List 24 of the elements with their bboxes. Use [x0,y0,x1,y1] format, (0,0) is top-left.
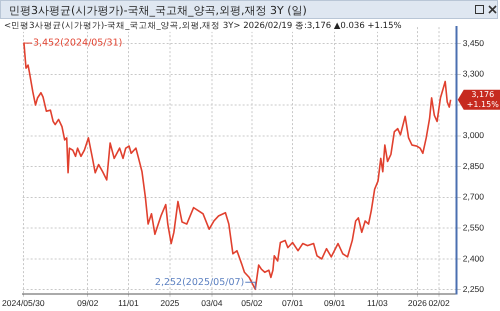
annotation: 3,176 +1.15% [466,90,500,109]
chart-subtitle: <민평3사평균(시가평가)-국채_국고채_양곡,외평,재정 3Y> 2026/02/19 종:3,176 ▲0.036 +1.15% [4,20,402,32]
x-tick-label: 2026 [408,298,428,308]
x-tick-label: 07/01 [282,298,304,308]
y-tick-label: 3,300 [462,68,484,79]
annotation: 3,452(2024/05/31) [32,38,122,49]
x-tick-label: 11/01 [118,298,140,308]
x-tick-label: 2025 [160,298,180,308]
chart-title: 민평3사평균(시가평가)-국채_국고채_양곡,외평,재정 3Y (일) [0,0,498,19]
y-tick-label: 2,700 [462,192,484,202]
x-tick-label: 2024/05/30 [2,298,45,308]
x-tick-label: 09/01 [324,298,346,308]
x-tick-label: 03/04 [201,298,223,308]
annotation: 2,252(2025/05/07) [154,276,244,288]
y-tick-label: 2,250 [462,284,484,294]
y-tick-label: 3,450 [462,38,484,48]
x-tick-label: 02/02 [428,298,450,308]
y-tick-label: 2,550 [462,222,484,232]
x-tick-label: 05/02 [241,298,263,308]
y-tick-label: 2,400 [462,253,484,264]
x-tick-label: 11/03 [367,298,388,308]
x-tick-label: 09/02 [77,298,99,308]
y-tick-label: 2,850 [462,160,484,171]
y-tick-label: 3,000 [462,130,484,140]
